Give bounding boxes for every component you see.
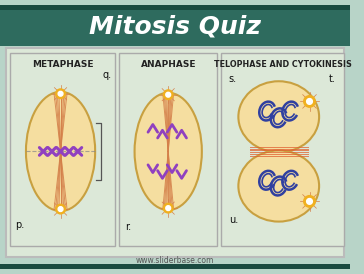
Circle shape (306, 99, 312, 104)
FancyBboxPatch shape (0, 5, 350, 46)
Ellipse shape (26, 92, 95, 211)
Circle shape (163, 203, 173, 213)
Ellipse shape (238, 81, 319, 152)
Circle shape (163, 90, 173, 99)
Circle shape (166, 92, 171, 97)
Text: u.: u. (229, 215, 238, 225)
Circle shape (56, 89, 66, 99)
Circle shape (166, 206, 171, 210)
Text: p.: p. (15, 220, 25, 230)
Circle shape (306, 199, 312, 204)
Text: Mitosis Quiz: Mitosis Quiz (89, 15, 261, 38)
FancyBboxPatch shape (9, 53, 115, 246)
Text: t.: t. (329, 74, 336, 84)
Text: TELOPHASE AND CYTOKINESIS: TELOPHASE AND CYTOKINESIS (214, 60, 352, 69)
Text: s.: s. (229, 74, 237, 84)
Ellipse shape (135, 93, 202, 210)
FancyBboxPatch shape (6, 48, 344, 257)
FancyBboxPatch shape (0, 264, 350, 269)
Circle shape (58, 207, 63, 212)
FancyBboxPatch shape (0, 5, 350, 10)
Text: ANAPHASE: ANAPHASE (141, 60, 196, 69)
Circle shape (56, 204, 66, 214)
Text: METAPHASE: METAPHASE (32, 60, 93, 69)
FancyBboxPatch shape (119, 53, 217, 246)
Circle shape (58, 91, 63, 96)
Text: q.: q. (103, 70, 112, 80)
Circle shape (304, 196, 315, 207)
Text: r.: r. (125, 222, 131, 232)
Ellipse shape (238, 150, 319, 222)
Circle shape (304, 96, 315, 107)
FancyBboxPatch shape (221, 53, 344, 246)
Text: www.sliderbase.com: www.sliderbase.com (136, 256, 214, 266)
